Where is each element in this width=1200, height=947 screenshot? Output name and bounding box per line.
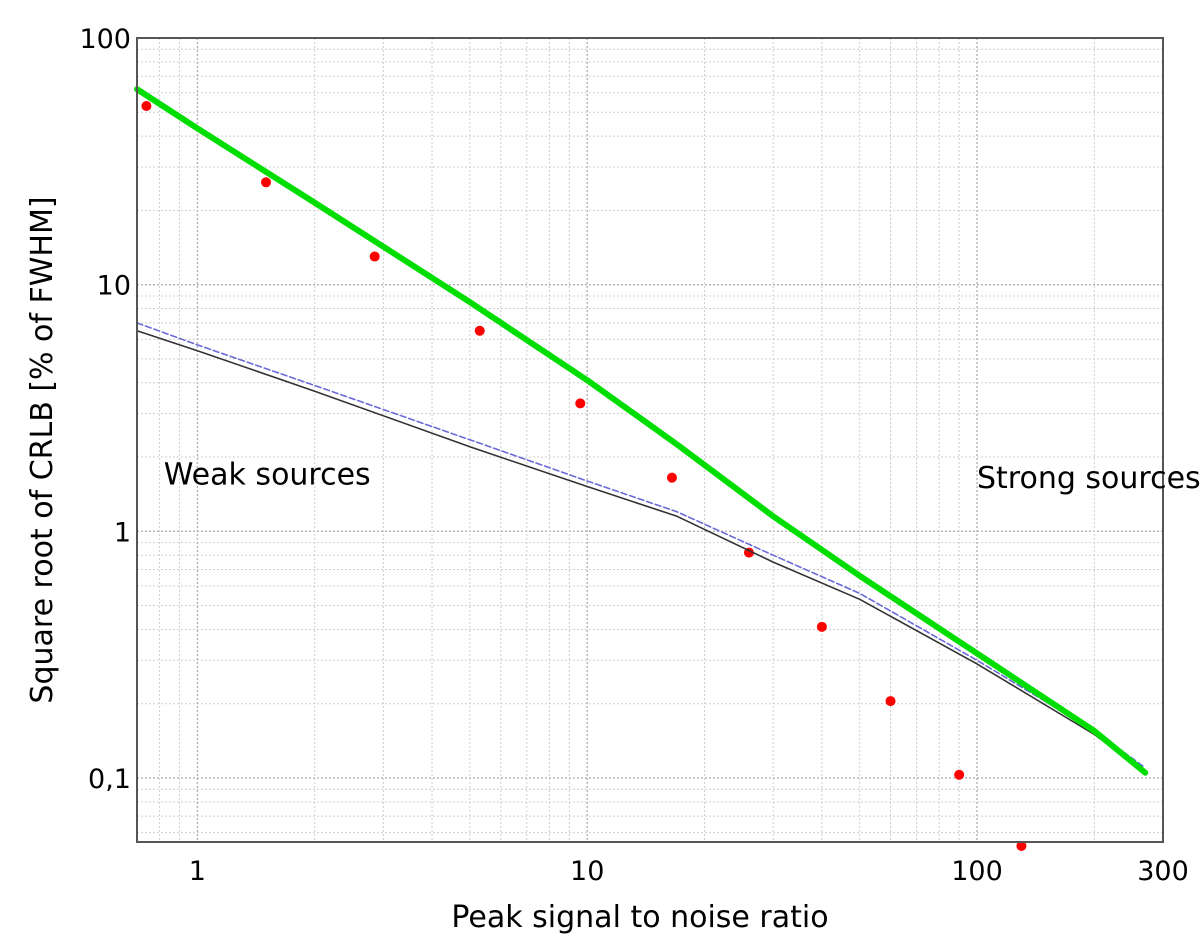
data-point — [1016, 840, 1027, 851]
annotations: Weak sources Strong sources — [164, 457, 1200, 496]
y-tick-label: 100 — [79, 24, 131, 55]
data-point — [369, 251, 380, 262]
series-line — [136, 322, 1146, 769]
data-point — [954, 769, 965, 780]
series-line — [134, 86, 1149, 776]
data-point — [141, 101, 152, 112]
plot-area — [134, 86, 1149, 851]
data-point — [885, 696, 896, 707]
annotation-text: Strong sources — [977, 461, 1200, 496]
y-tick-label: 1 — [114, 517, 131, 548]
series-points — [141, 101, 1027, 851]
y-axis-ticks: 0,1 1 10 100 — [79, 24, 131, 795]
x-tick-label: 10 — [570, 856, 604, 887]
y-tick-label: 0,1 — [88, 764, 131, 795]
x-tick-label: 300 — [1137, 856, 1189, 887]
x-tick-label: 100 — [951, 856, 1003, 887]
data-point — [666, 472, 677, 483]
data-point — [261, 177, 272, 188]
series-line — [136, 329, 1146, 774]
data-point — [816, 621, 827, 632]
y-axis-label: Square root of CRLB [% of FWHM] — [25, 196, 60, 703]
plot-frame — [136, 37, 1164, 843]
y-tick-label: 10 — [97, 271, 131, 302]
x-tick-label: 1 — [189, 856, 206, 887]
data-point — [474, 325, 485, 336]
grid — [136, 38, 1163, 842]
data-point — [575, 398, 586, 409]
annotation-text: Weak sources — [164, 457, 371, 492]
x-axis-label: Peak signal to noise ratio — [451, 900, 828, 935]
x-axis-ticks: 1 10 100 300 — [189, 856, 1189, 887]
